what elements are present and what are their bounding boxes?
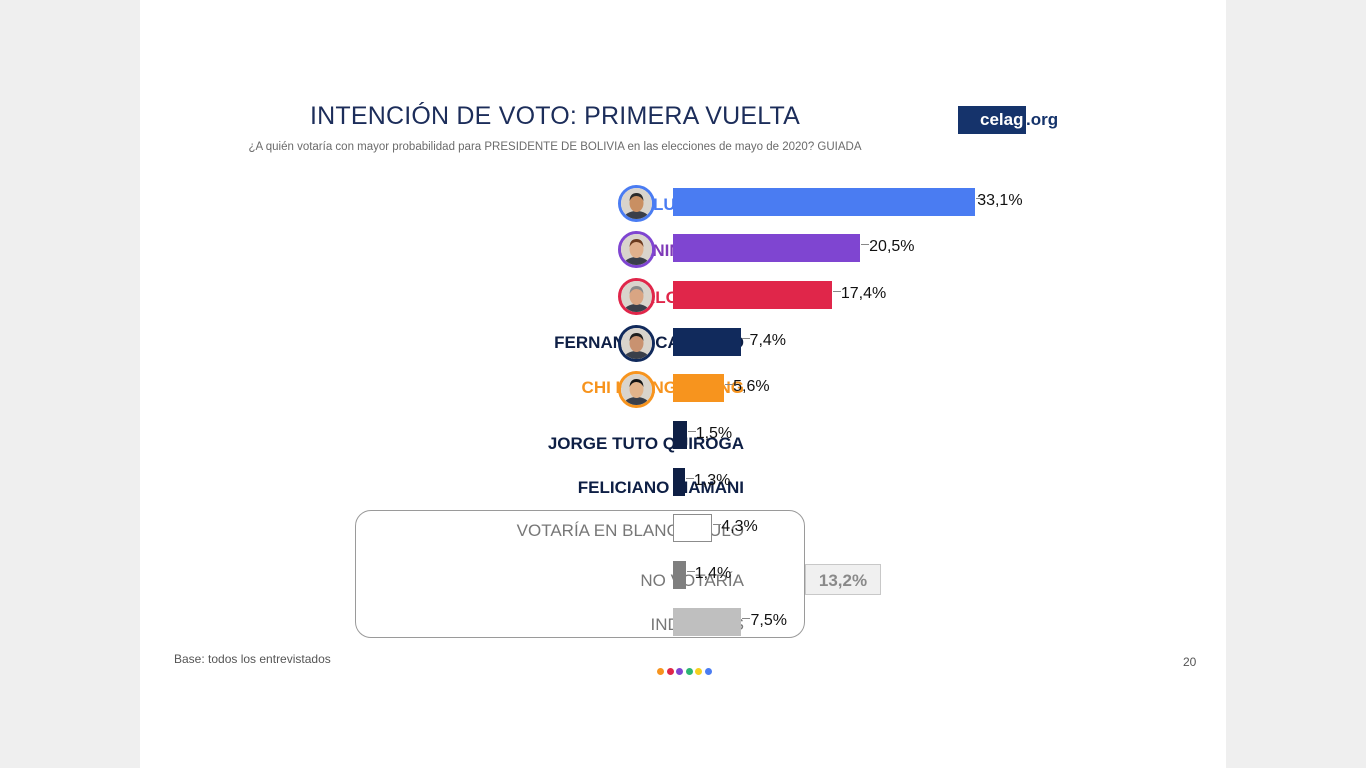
brand-dot: [695, 668, 702, 675]
avatar-jeanine-anez: [618, 231, 655, 268]
value-label-no-votaria: 1,4%: [694, 565, 732, 582]
base-footnote: Base: todos los entrevistados: [174, 652, 331, 666]
bar-no-votaria: [673, 561, 686, 589]
leader-line-fernando-camacho: [741, 338, 750, 339]
avatar-carlos-mesa: [618, 278, 655, 315]
group-total-label: 13,2%: [805, 564, 881, 595]
value-label-jeanine-anez: 20,5%: [869, 238, 915, 255]
leader-line-indecisos: [742, 618, 751, 619]
value-label-carlos-mesa: 17,4%: [840, 285, 887, 302]
value-label-chi-hyung-chung: 5,6%: [733, 378, 770, 395]
value-label-feliciano-mamani: 1,3%: [693, 472, 731, 489]
leader-line-carlos-mesa: [832, 291, 841, 292]
bar-carlos-mesa: [673, 281, 832, 309]
value-label-indecisos: 7,5%: [750, 612, 787, 629]
avatar-luis-arce: [618, 185, 655, 222]
avatar-fernando-camacho: [618, 325, 655, 362]
leader-line-feliciano-mamani: [685, 478, 694, 479]
leader-line-no-votaria: [686, 571, 695, 572]
value-label-votaria-en-blanco-nulo: 4,3%: [721, 518, 758, 535]
value-label-jorge-tuto-quiroga: 1,5%: [695, 425, 733, 442]
celag-logo: celag .org: [958, 106, 1058, 134]
avatar-chi-hyung-chung: [618, 371, 655, 408]
brand-dot: [704, 668, 712, 675]
bar-feliciano-mamani: [673, 468, 685, 496]
non-candidate-group-box: [355, 510, 805, 638]
brand-dot: [685, 668, 693, 675]
bar-jorge-tuto-quiroga: [673, 421, 687, 449]
bar-fernando-camacho: [673, 328, 741, 356]
logo-box-text: celag: [958, 106, 1026, 134]
chart-subtitle: ¿A quién votaría con mayor probabilidad …: [248, 141, 862, 153]
leader-line-jeanine-anez: [861, 244, 870, 245]
bar-chi-hyung-chung: [673, 374, 725, 402]
brand-dot: [666, 668, 674, 675]
bar-jeanine-anez: [673, 234, 861, 262]
category-label-jorge-tuto-quiroga: JORGE TUTO QUIROGA: [547, 434, 744, 453]
brand-dot: [657, 668, 664, 675]
leader-line-jorge-tuto-quiroga: [687, 431, 696, 432]
bar-votaria-en-blanco-nulo: [673, 514, 713, 542]
leader-line-luis-arce: [976, 198, 985, 199]
leader-line-chi-hyung-chung: [725, 384, 734, 385]
brand-dots: [657, 662, 714, 675]
bar-indecisos: [673, 608, 742, 636]
leader-line-votaria-en-blanco-nulo: [713, 524, 722, 525]
brand-dot: [676, 668, 683, 675]
category-label-feliciano-mamani: FELICIANO MAMANI: [577, 478, 744, 497]
logo-suffix: .org: [1026, 110, 1059, 129]
chart-title: INTENCIÓN DE VOTO: PRIMERA VUELTA: [309, 102, 800, 130]
value-label-luis-arce: 33,1%: [977, 192, 1023, 209]
category-label-no-votaria: NO VOTARÍA: [640, 571, 744, 590]
bar-luis-arce: [673, 188, 976, 216]
value-label-fernando-camacho: 7,4%: [749, 332, 787, 349]
page-number: 20: [1183, 655, 1197, 669]
